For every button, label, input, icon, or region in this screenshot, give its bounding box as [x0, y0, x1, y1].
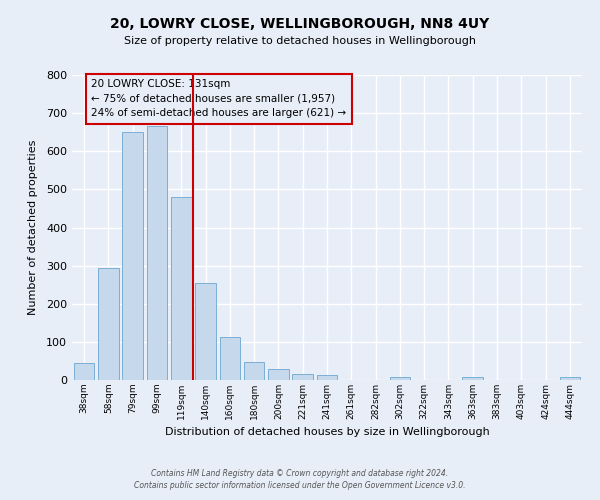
Bar	[98, 268, 119, 380]
Bar	[146, 126, 167, 380]
Text: 20 LOWRY CLOSE: 131sqm
← 75% of detached houses are smaller (1,957)
24% of semi-: 20 LOWRY CLOSE: 131sqm ← 75% of detached…	[91, 79, 347, 118]
Y-axis label: Number of detached properties: Number of detached properties	[28, 140, 38, 315]
Bar	[74, 363, 94, 380]
Bar	[463, 378, 483, 380]
Bar	[560, 378, 580, 380]
Bar	[171, 197, 191, 380]
Bar	[220, 337, 240, 380]
Bar	[292, 374, 313, 380]
Text: Contains HM Land Registry data © Crown copyright and database right 2024.
Contai: Contains HM Land Registry data © Crown c…	[134, 468, 466, 490]
Bar	[268, 370, 289, 380]
Bar	[317, 375, 337, 380]
Bar	[122, 132, 143, 380]
Bar	[244, 362, 265, 380]
Bar	[195, 283, 216, 380]
Bar	[389, 377, 410, 380]
Text: Size of property relative to detached houses in Wellingborough: Size of property relative to detached ho…	[124, 36, 476, 46]
Text: 20, LOWRY CLOSE, WELLINGBOROUGH, NN8 4UY: 20, LOWRY CLOSE, WELLINGBOROUGH, NN8 4UY	[110, 18, 490, 32]
X-axis label: Distribution of detached houses by size in Wellingborough: Distribution of detached houses by size …	[164, 428, 490, 438]
